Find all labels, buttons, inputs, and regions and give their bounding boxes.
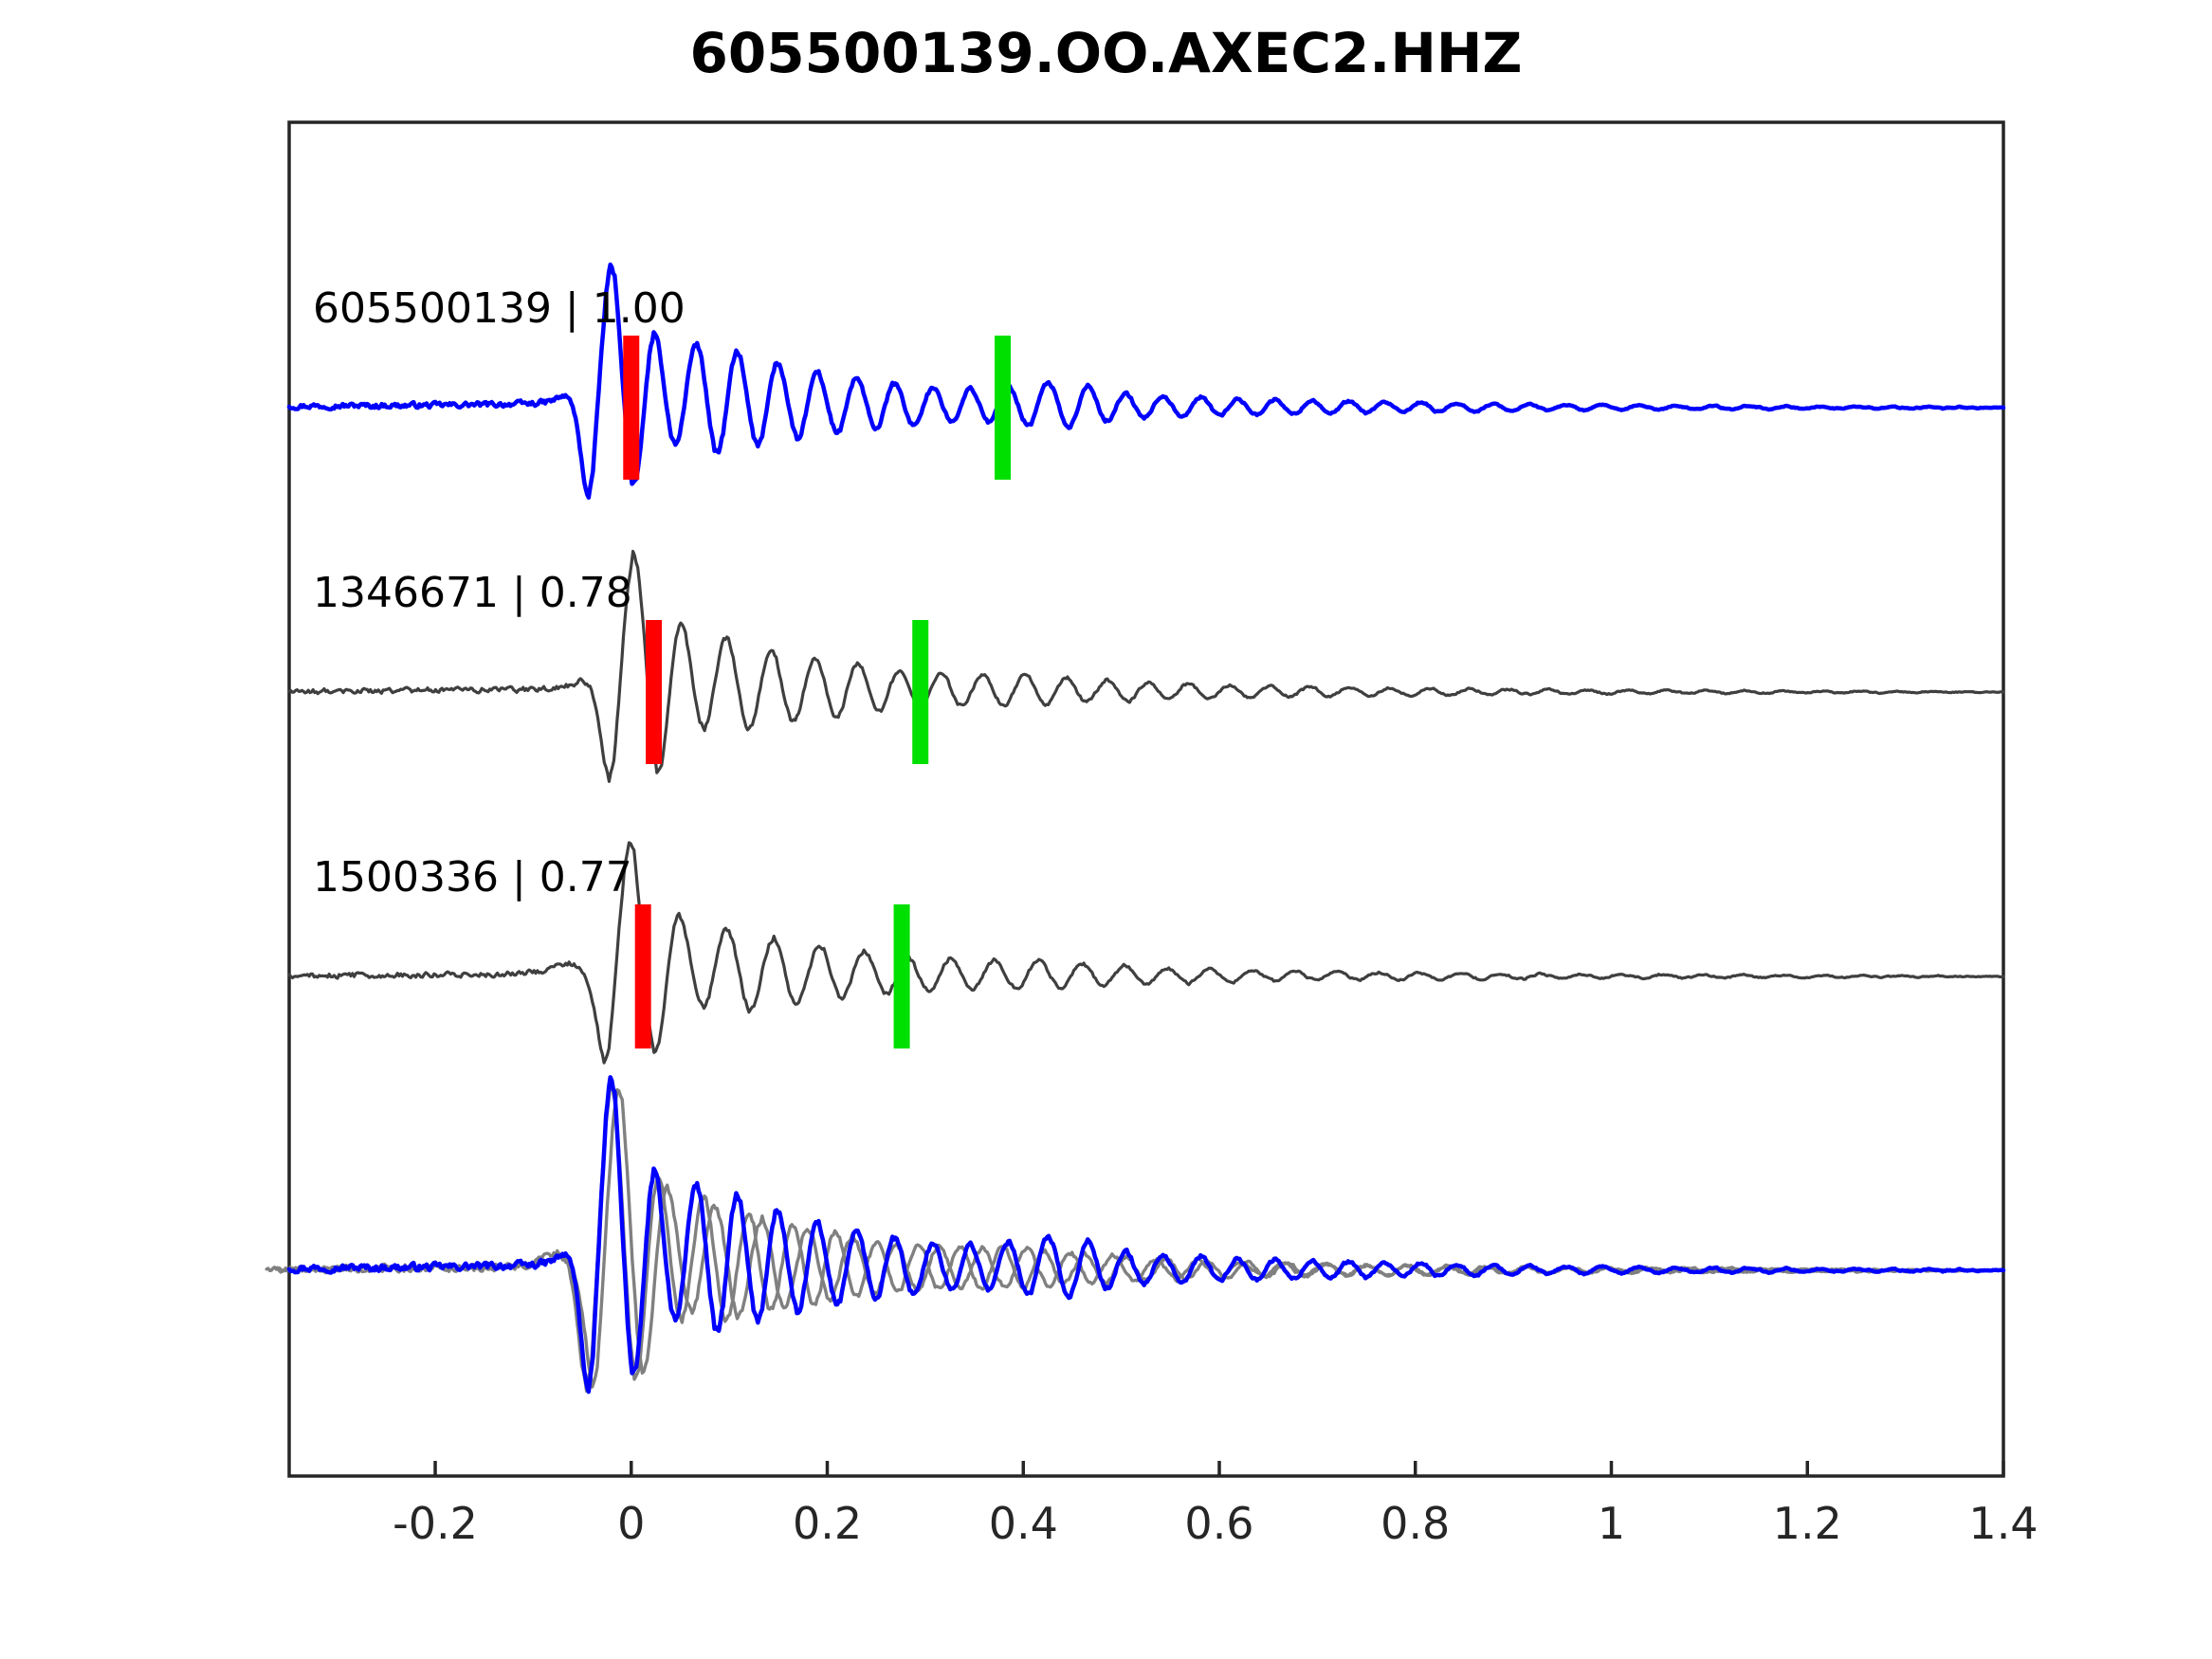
x-tick-label: 0.4 xyxy=(989,1498,1058,1549)
trace-labels: 605500139 | 1.00 1346671 | 0.78 1500336 | … xyxy=(313,284,686,902)
waveform-trace xyxy=(286,262,2006,501)
x-tick-label: 0.2 xyxy=(793,1498,862,1549)
waveform-traces xyxy=(265,262,2006,1395)
axes-frame xyxy=(287,120,2005,1478)
trace-label: 605500139 | 1.00 xyxy=(313,284,686,333)
page-title: 605500139.OO.AXEC2.HHZ xyxy=(689,21,1523,85)
x-tick-label: 1.4 xyxy=(1968,1498,2038,1549)
x-tick-label: -0.2 xyxy=(393,1498,478,1549)
overlay-waveform-trace xyxy=(286,1075,2006,1395)
x-tick-label: 0 xyxy=(617,1498,645,1549)
x-axis-ticks: -0.2 0 0.2 0.4 0.6 0.8 1 1.2 1.4 xyxy=(393,1461,2038,1549)
phase-pick-markers xyxy=(623,336,1012,1048)
waveform-trace xyxy=(287,549,2005,783)
trace-label: 1500336 | 0.77 xyxy=(313,853,632,902)
x-tick-label: 0.8 xyxy=(1380,1498,1450,1549)
x-tick-label: 1.2 xyxy=(1773,1498,1842,1549)
axes-border xyxy=(287,120,2005,1478)
overlay-waveform-trace xyxy=(265,1078,1983,1394)
overlay-waveform-trace xyxy=(275,1087,1994,1389)
trace-label: 1346671 | 0.78 xyxy=(313,569,632,617)
waveform-trace xyxy=(287,841,2005,1065)
x-tick-label: 1 xyxy=(1598,1498,1625,1549)
x-tick-label: 0.6 xyxy=(1184,1498,1253,1549)
